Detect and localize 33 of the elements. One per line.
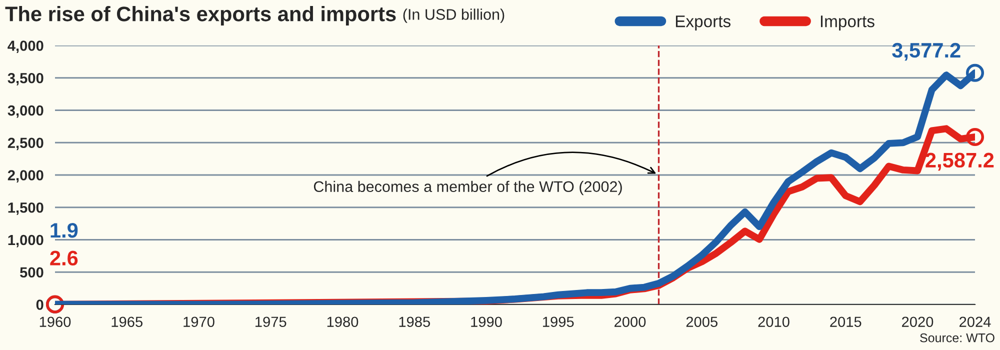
legend-label: Imports xyxy=(820,16,874,31)
x-tick-label: 1995 xyxy=(543,316,574,328)
x-tick-label: 1970 xyxy=(184,316,214,328)
x-tick-label: 2020 xyxy=(902,316,934,328)
y-tick-label: 4,000 xyxy=(8,40,44,54)
data-label: 2,587.2 xyxy=(926,152,994,171)
y-tick-label: 3,000 xyxy=(8,105,44,118)
x-tick-label: 2000 xyxy=(614,316,646,328)
data-label: 2.6 xyxy=(50,250,78,266)
x-tick-label: 1985 xyxy=(399,316,430,328)
y-tick-label: 3,500 xyxy=(8,72,44,86)
data-label: 3,577.2 xyxy=(892,42,960,61)
x-tick-label: 2005 xyxy=(686,316,718,328)
source-note: Source: WTO xyxy=(920,333,994,342)
x-tick-label: 1975 xyxy=(256,316,286,328)
legend-label: Exports xyxy=(676,16,731,31)
y-tick-label: 0 xyxy=(36,300,44,310)
x-tick-label: 1965 xyxy=(112,316,142,328)
y-tick-label: 500 xyxy=(20,267,44,278)
y-tick-label: 2,000 xyxy=(8,170,44,183)
y-tick-label: 2,500 xyxy=(8,138,44,150)
ref-line-label: China becomes a member of the WTO (2002) xyxy=(314,180,622,196)
x-tick-label: 2024 xyxy=(960,316,991,328)
x-tick-label: 1960 xyxy=(40,316,71,328)
x-tick-label: 1990 xyxy=(471,316,502,328)
chart-title: The rise of China's exports and imports xyxy=(5,6,396,26)
y-tick-label: 1,500 xyxy=(8,202,44,215)
x-tick-label: 2010 xyxy=(758,316,790,328)
y-tick-label: 1,000 xyxy=(8,234,44,248)
chart-subtitle: (In USD billion) xyxy=(403,8,504,23)
x-tick-label: 2015 xyxy=(830,316,862,328)
data-label: 1.9 xyxy=(50,223,78,238)
x-tick-label: 1980 xyxy=(327,316,358,328)
